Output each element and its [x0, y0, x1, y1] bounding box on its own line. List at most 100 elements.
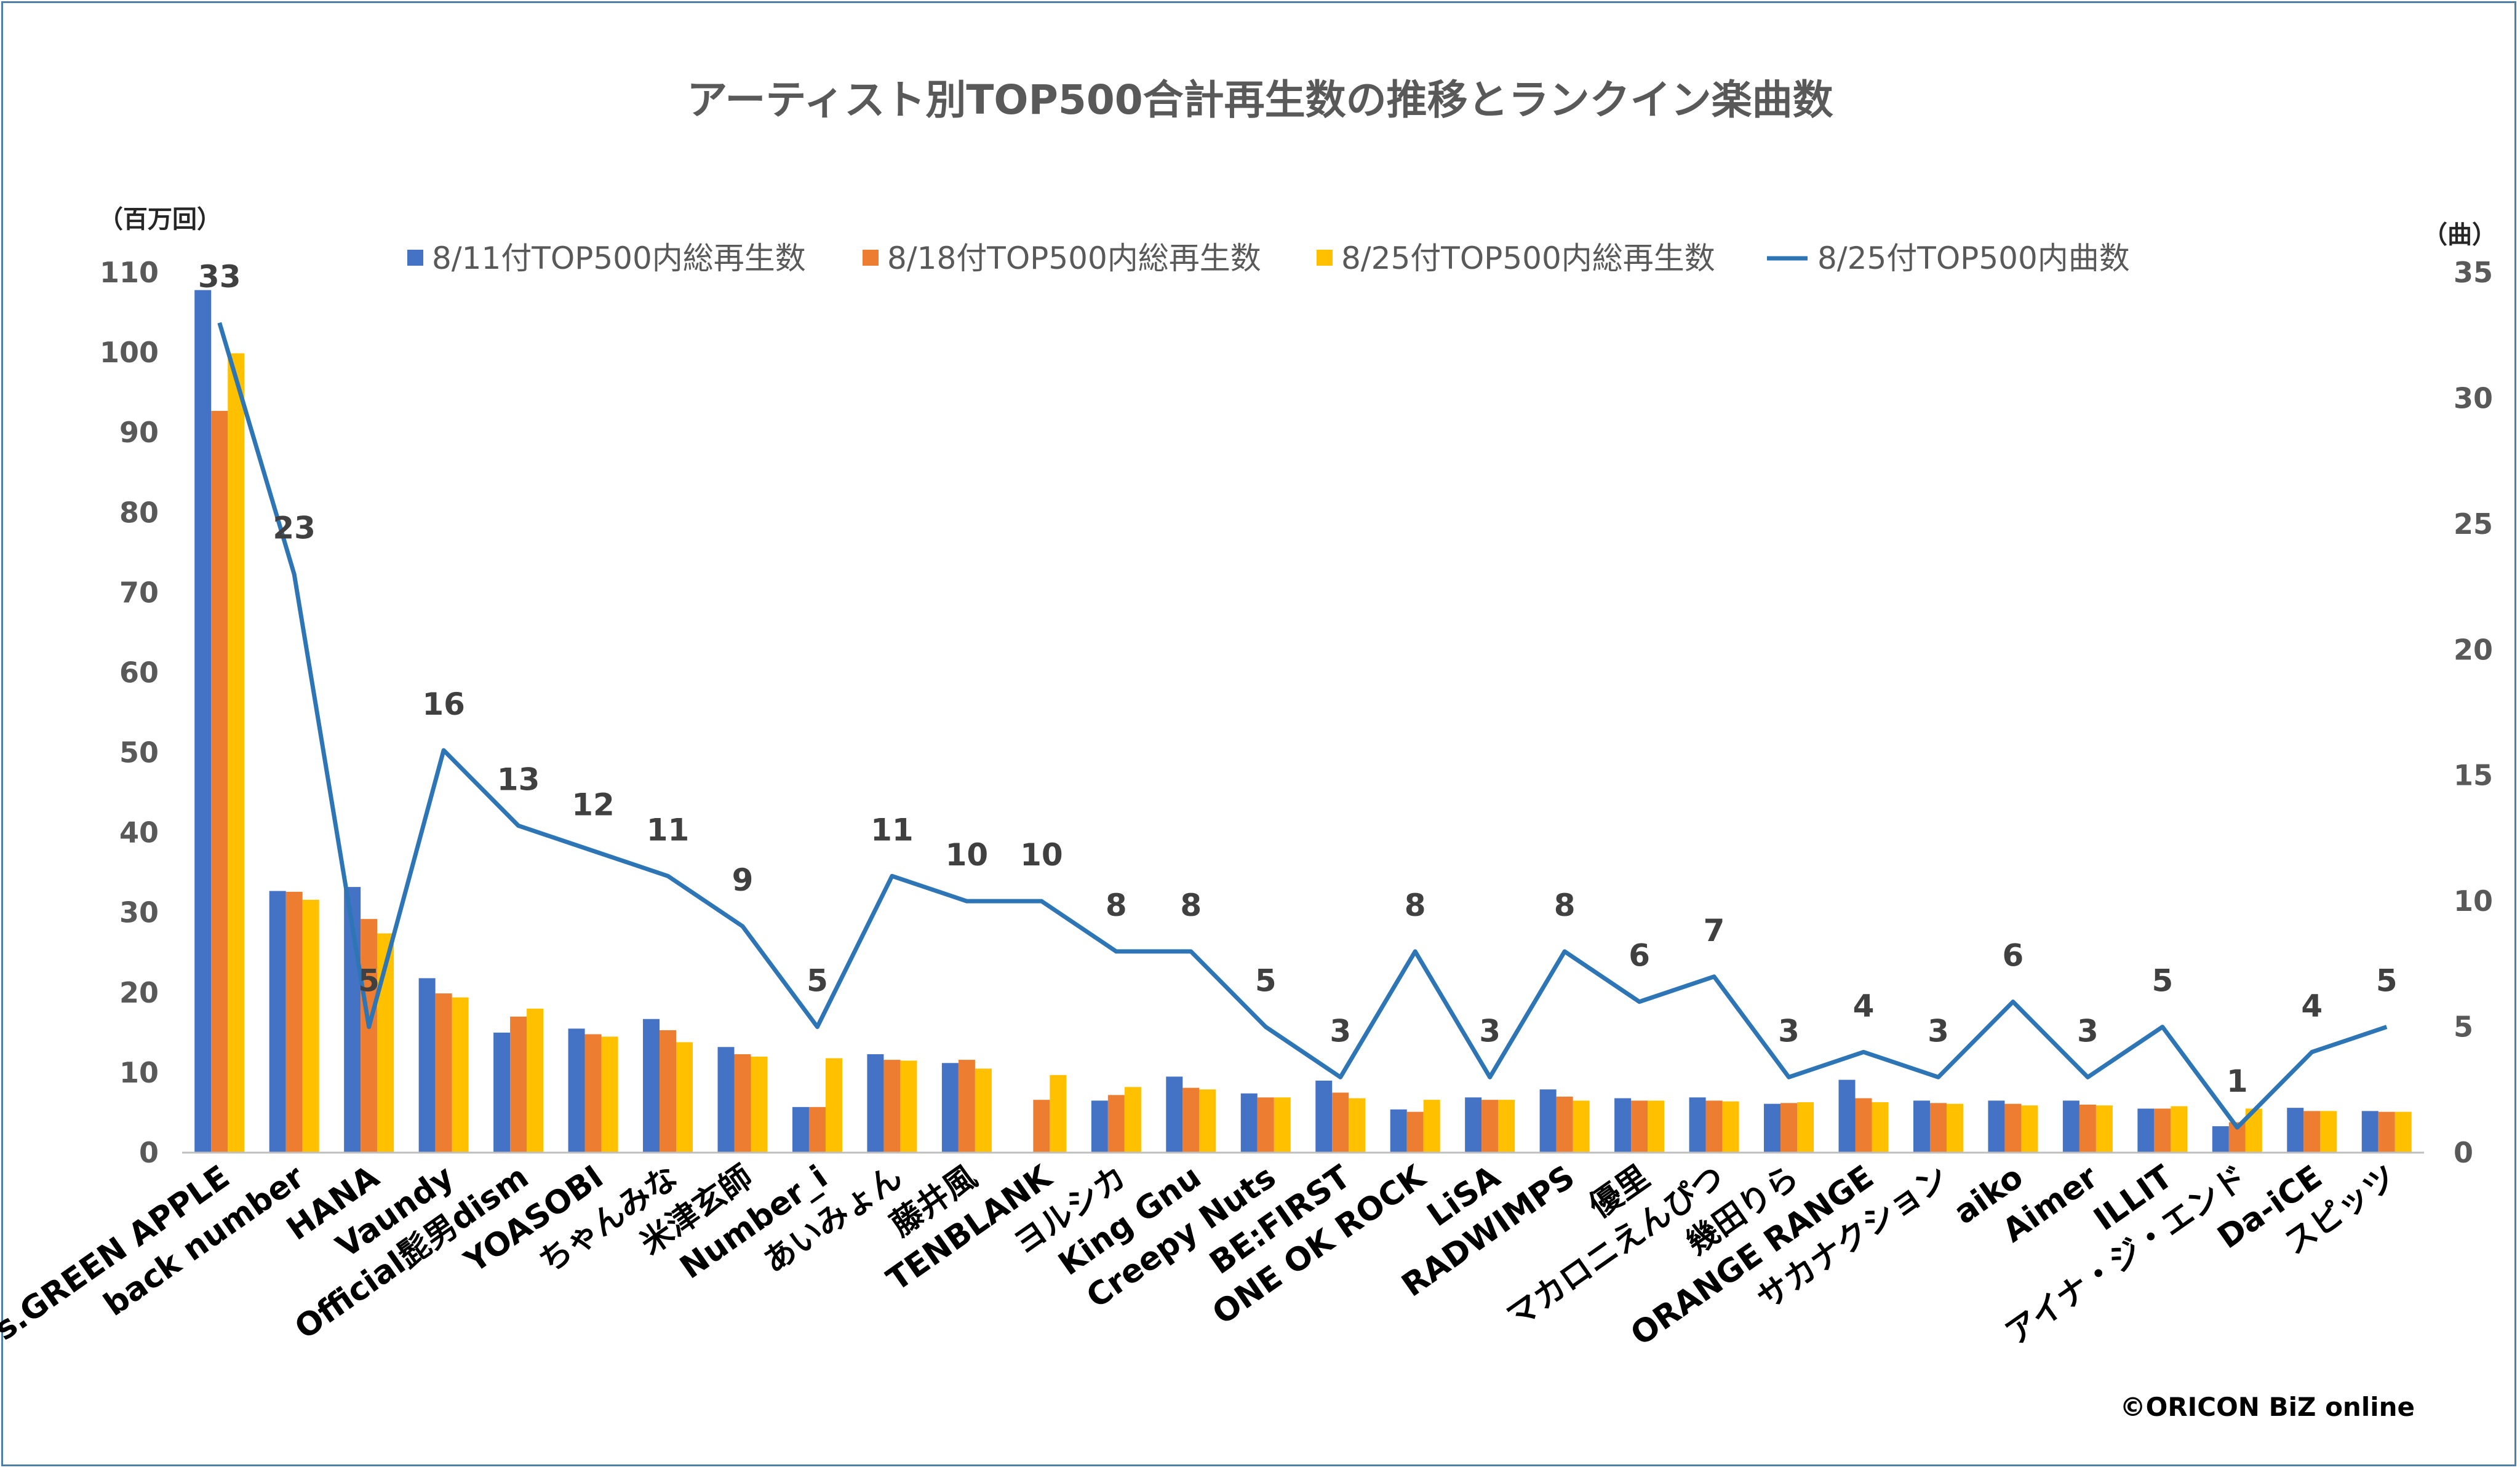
- bar-1: [792, 1106, 809, 1153]
- bar-3: [1797, 1102, 1814, 1153]
- data-label: 5: [1255, 963, 1277, 999]
- bar-2: [1257, 1097, 1274, 1153]
- bar-3: [1423, 1100, 1440, 1153]
- bar-1: [568, 1028, 585, 1153]
- y-left-tick-label: 70: [119, 576, 159, 609]
- data-label: 4: [1853, 988, 1875, 1023]
- bar-3: [1946, 1103, 1963, 1153]
- y-right-tick-label: 10: [2454, 884, 2493, 918]
- data-label: 4: [2301, 988, 2323, 1023]
- y-right-tick-label: 35: [2454, 256, 2493, 289]
- y-right-tick-label: 5: [2454, 1011, 2473, 1044]
- bar-2: [1705, 1100, 1723, 1153]
- bar-2: [958, 1060, 975, 1153]
- bar-1: [1614, 1098, 1632, 1153]
- y-right-tick-label: 30: [2454, 381, 2493, 415]
- data-label: 8: [1405, 888, 1426, 923]
- bar-3: [1050, 1075, 1067, 1153]
- data-label: 3: [1330, 1013, 1351, 1049]
- bar-2: [1780, 1103, 1798, 1153]
- y-left-tick-label: 0: [139, 1136, 159, 1169]
- bar-1: [1166, 1076, 1183, 1153]
- bar-3: [601, 1036, 618, 1153]
- bar-1: [1315, 1080, 1333, 1153]
- bar-1: [1539, 1089, 1557, 1153]
- bar-2: [1406, 1111, 1424, 1153]
- data-label: 23: [273, 511, 316, 546]
- bar-2: [808, 1106, 826, 1153]
- bar-3: [2394, 1111, 2412, 1153]
- data-label: 8: [1554, 888, 1576, 923]
- y-left-tick-label: 30: [119, 896, 159, 929]
- bar-2: [1556, 1096, 1573, 1153]
- y-left-unit: （百万回）: [98, 205, 221, 234]
- data-label: 3: [2077, 1013, 2099, 1049]
- y-left-ticks: 0 10 20 30 40 50 60 70 80 90 100 110: [100, 256, 159, 1169]
- data-label: 10: [946, 837, 989, 873]
- bar-2: [1332, 1092, 1349, 1153]
- y-left-tick-label: 40: [119, 816, 159, 849]
- bar-2: [510, 1016, 527, 1153]
- bar-3: [676, 1042, 693, 1153]
- bar-1: [418, 978, 436, 1153]
- bar-3: [1199, 1089, 1216, 1153]
- legend-label-2: 8/18付TOP500内総再生数: [887, 240, 1261, 276]
- bar-1: [2287, 1108, 2304, 1153]
- bar-2: [361, 919, 378, 1153]
- bar-2: [584, 1034, 602, 1153]
- data-label: 11: [871, 812, 914, 848]
- category-label: Mrs.GREEN APPLE: [0, 1158, 236, 1375]
- y-left-tick-label: 90: [119, 416, 159, 449]
- bar-1: [643, 1019, 660, 1153]
- data-label: 10: [1020, 837, 1063, 873]
- data-label: 12: [572, 787, 615, 822]
- bar-3: [527, 1008, 544, 1153]
- y-right-tick-label: 15: [2454, 759, 2493, 792]
- bar-1: [1390, 1109, 1407, 1153]
- bar-3: [1498, 1100, 1515, 1153]
- y-left-tick-label: 100: [100, 336, 159, 369]
- bar-2: [660, 1030, 677, 1153]
- line-song-count: [217, 322, 2388, 1130]
- bar-3: [2021, 1105, 2038, 1153]
- bar-3: [1872, 1102, 1889, 1153]
- bar-1: [1465, 1097, 1482, 1153]
- bar-1: [1764, 1103, 1781, 1153]
- bar-series-group: [194, 290, 2412, 1153]
- y-left-tick-label: 110: [100, 256, 159, 289]
- bar-3: [1124, 1087, 1141, 1153]
- bar-1: [1689, 1097, 1706, 1153]
- bar-2: [2378, 1111, 2395, 1153]
- data-label: 5: [358, 963, 380, 999]
- data-label: 1: [2227, 1063, 2248, 1099]
- y-right-tick-label: 0: [2454, 1136, 2473, 1169]
- y-left-tick-label: 50: [119, 736, 159, 769]
- bar-1: [941, 1063, 959, 1153]
- bar-2: [734, 1054, 751, 1153]
- credit: ©ORICON BiZ online: [2120, 1392, 2415, 1422]
- bar-3: [825, 1058, 842, 1153]
- data-label: 8: [1106, 888, 1127, 923]
- data-label: 5: [2151, 963, 2173, 999]
- legend-swatch-3: [1317, 250, 1333, 266]
- bar-2: [1481, 1100, 1499, 1153]
- bar-2: [435, 993, 452, 1153]
- bar-3: [1648, 1100, 1665, 1153]
- data-label: 33: [198, 259, 241, 295]
- bar-3: [1722, 1101, 1739, 1153]
- bar-1: [1988, 1100, 2005, 1153]
- data-label: 6: [2003, 938, 2024, 974]
- data-label: 8: [1180, 888, 1202, 923]
- data-label: 11: [647, 812, 690, 848]
- bar-3: [751, 1056, 768, 1153]
- bar-1: [1240, 1093, 1258, 1153]
- y-right-unit: （曲）: [2423, 221, 2497, 249]
- bar-2: [2079, 1104, 2096, 1153]
- data-label: 7: [1704, 913, 1725, 948]
- bar-3: [228, 353, 245, 1153]
- bar-3: [900, 1060, 917, 1153]
- legend-label-3: 8/25付TOP500内総再生数: [1341, 240, 1715, 276]
